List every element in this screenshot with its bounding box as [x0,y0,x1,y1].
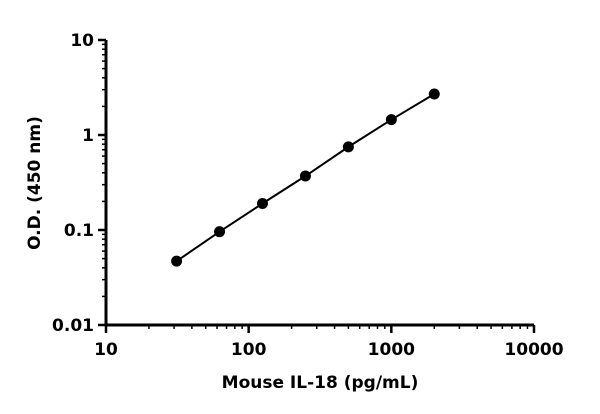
y-axis-label: O.D. (450 nm) [25,116,45,250]
y-tick-label: 10 [70,31,94,51]
x-tick-label: 1000 [368,340,415,360]
y-tick-label: 0.1 [64,221,94,241]
data-point [256,198,268,210]
data-point [385,114,397,126]
axes: 10 100 1000 10000 0.01 0.1 1 10 [52,31,564,360]
x-tick-label: 10 [94,340,118,360]
data-marks [171,88,440,267]
data-point [171,255,183,267]
data-point [299,170,311,182]
y-tick-label: 1 [82,126,94,146]
data-point [428,88,440,100]
x-tick-label: 10000 [504,340,563,360]
data-point [342,141,354,153]
y-tick-label: 0.01 [52,316,94,336]
x-axis-label: Mouse IL-18 (pg/mL) [222,373,419,393]
x-tick-label: 100 [231,340,267,360]
data-point [214,226,226,238]
